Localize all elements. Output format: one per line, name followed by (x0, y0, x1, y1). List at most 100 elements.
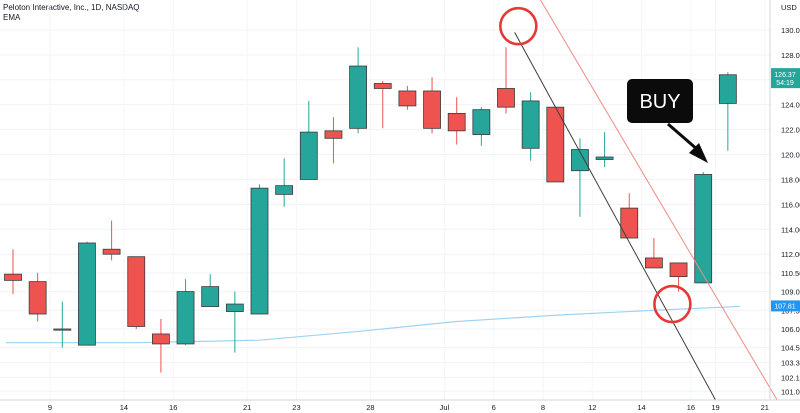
y-tick-label: 110.50 (781, 269, 800, 278)
y-tick-label: 118.00 (781, 175, 800, 184)
candle (447, 97, 466, 145)
candle-body (694, 174, 713, 284)
candle (275, 158, 294, 207)
x-tick-label: 14 (637, 403, 645, 412)
x-tick-label: 21 (761, 403, 769, 412)
grid (0, 29, 770, 392)
y-tick-label: 102.10 (781, 374, 800, 383)
candle (398, 85, 417, 110)
y-tick-label: 130.00 (781, 26, 800, 35)
candle-body (4, 273, 22, 281)
candle (53, 301, 72, 348)
candle-body (472, 109, 491, 135)
y-tick-label: 103.30 (781, 359, 800, 368)
candle-body (718, 74, 737, 104)
candle-body (447, 112, 466, 132)
trendline-black (514, 32, 716, 401)
candle (151, 319, 170, 373)
candle (102, 220, 121, 261)
highlight-circle (499, 6, 538, 46)
candle-body (299, 131, 318, 180)
candle (28, 272, 47, 322)
candle-body (201, 286, 220, 307)
candle-body (275, 185, 294, 195)
candle (201, 274, 220, 307)
x-tick-label: 12 (588, 403, 596, 412)
y-tick-label: 116.00 (781, 200, 800, 209)
candle-body (373, 83, 392, 89)
ema-price-value: 107.81 (774, 303, 796, 310)
x-tick-label: 6 (492, 403, 496, 412)
candle-body (645, 257, 663, 269)
last-price-value: 126.37 (774, 72, 796, 79)
candle-body (53, 328, 72, 331)
ema-series (5, 305, 741, 344)
x-tick-label: 16 (687, 403, 695, 412)
candle-body (521, 100, 540, 149)
annotations (499, 0, 778, 401)
candle-body (127, 256, 146, 327)
x-tick-label: 8 (541, 403, 545, 412)
candle-body (225, 303, 244, 312)
candle-body (595, 156, 614, 160)
symbol-title: Peloton Interactive, Inc., 1D, NASDAQ (3, 3, 140, 12)
trendline-red (540, 0, 778, 401)
y-tick-label: 104.50 (781, 344, 800, 353)
candle-body (497, 88, 515, 108)
indicator-label: EMA (3, 13, 21, 22)
candle-body (102, 248, 121, 255)
candle (299, 100, 318, 180)
x-tick-label: 9 (48, 403, 52, 412)
candle (78, 241, 96, 346)
buy-callout-box (627, 79, 693, 123)
candle (127, 256, 146, 329)
candle (176, 279, 195, 346)
candle-body (620, 207, 639, 239)
candle (250, 184, 269, 315)
candle-body (176, 291, 195, 345)
x-tick-label: 16 (169, 403, 177, 412)
candle (694, 171, 713, 284)
y-tick-label: 128.00 (781, 51, 800, 60)
y-tick-label: 122.00 (781, 126, 800, 135)
candle-body (669, 262, 688, 278)
y-tick-label: 109.00 (781, 288, 800, 297)
ema-price-badge (771, 300, 800, 312)
candle (521, 92, 540, 161)
candle-body (349, 65, 368, 129)
candle (620, 193, 639, 239)
highlight-circle (653, 284, 692, 324)
x-tick-label: 21 (243, 403, 251, 412)
ema-line (5, 305, 741, 344)
candle (645, 238, 663, 269)
candle (472, 107, 491, 146)
bar-countdown: 54:19 (776, 80, 794, 87)
candle (349, 47, 368, 134)
candle (423, 77, 441, 134)
candle (718, 72, 737, 151)
candle-body (78, 242, 96, 346)
candle (4, 249, 22, 295)
buy-callout: BUY (627, 79, 708, 163)
candle-body (28, 281, 47, 315)
y-tick-label: 112.00 (781, 250, 800, 259)
candle (225, 291, 244, 353)
x-tick-label: 19 (711, 403, 719, 412)
candles (4, 47, 737, 373)
currency-label: USD (781, 3, 797, 12)
x-tick-label: 28 (366, 403, 374, 412)
candle-body (324, 130, 343, 139)
last-price-badge (771, 68, 800, 89)
y-tick-label: 101.00 (781, 387, 800, 396)
candle (595, 132, 614, 167)
candle-body (423, 90, 441, 129)
candle (324, 117, 343, 164)
x-tick-label: Jul (440, 403, 450, 412)
candle-body (151, 333, 170, 345)
buy-arrow-shaft (667, 122, 699, 152)
candle (497, 47, 515, 114)
x-tick-label: 14 (120, 403, 128, 412)
candle-body (250, 187, 269, 315)
candle-body (398, 90, 417, 107)
